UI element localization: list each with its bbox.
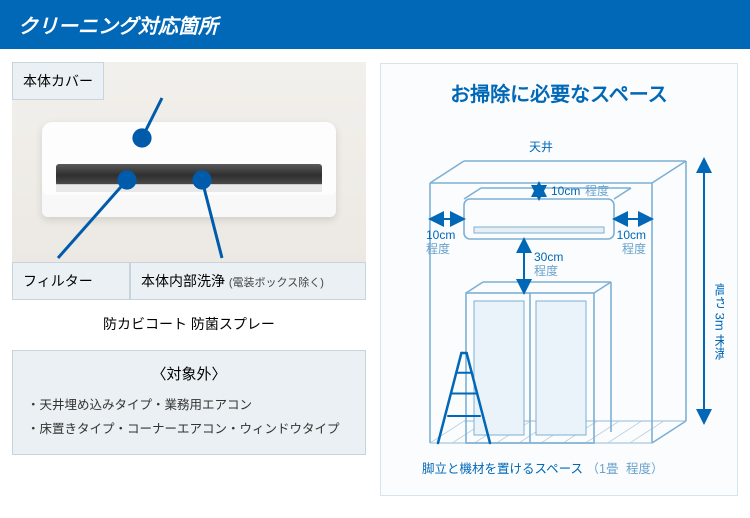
svg-text:高さ 3m 未満: 高さ 3m 未満: [713, 282, 725, 360]
ac-vent: [56, 164, 322, 186]
bottom-labels: フィルター 本体内部洗浄 (電装ボックス除く): [12, 262, 366, 300]
ac-unit: [42, 122, 336, 217]
svg-text:10cm: 10cm: [617, 228, 646, 242]
exclusion-list: ・天井埋め込みタイプ・業務用エアコン ・床置きタイプ・コーナーエアコン・ウィンド…: [27, 394, 351, 442]
svg-text:天井: 天井: [529, 140, 553, 154]
right-panel: お掃除に必要なスペース 天井10cm程度10cm程度10cm程度30cm程度高さ…: [380, 63, 738, 496]
exclusion-item: ・床置きタイプ・コーナーエアコン・ウィンドウタイプ: [27, 418, 351, 442]
svg-text:程度: 程度: [426, 241, 450, 256]
room-svg: 天井10cm程度10cm程度10cm程度30cm程度高さ 3m 未満: [394, 121, 724, 481]
header-title: クリーニング対応箇所: [18, 16, 218, 38]
svg-text:程度: 程度: [622, 241, 646, 256]
svg-text:程度: 程度: [534, 263, 558, 278]
svg-text:10cm: 10cm: [551, 184, 580, 198]
addon-text: 防カビコート 防菌スプレー: [12, 300, 366, 344]
svg-text:程度: 程度: [585, 183, 609, 198]
exclusion-item: ・天井埋め込みタイプ・業務用エアコン: [27, 394, 351, 418]
floor-note: 脚立と機材を置けるスペース （1畳 程度）: [422, 458, 663, 477]
space-diagram: 天井10cm程度10cm程度10cm程度30cm程度高さ 3m 未満 脚立と機材…: [394, 121, 724, 481]
svg-text:10cm: 10cm: [426, 228, 455, 242]
content: 本体カバー フィルター 本体内部洗浄 (電装ボックス除く) 防カビコート 防菌ス…: [0, 49, 750, 510]
section-header: クリーニング対応箇所: [0, 0, 750, 49]
cover-label: 本体カバー: [12, 62, 104, 100]
right-title: お掃除に必要なスペース: [393, 78, 725, 107]
ac-photo-area: 本体カバー: [12, 62, 366, 262]
exclusion-title: 〈対象外〉: [27, 363, 351, 384]
svg-text:30cm: 30cm: [534, 250, 563, 264]
left-panel: 本体カバー フィルター 本体内部洗浄 (電装ボックス除く) 防カビコート 防菌ス…: [12, 63, 366, 496]
internal-label: 本体内部洗浄 (電装ボックス除く): [130, 262, 366, 300]
ac-slat: [56, 184, 322, 192]
filter-label: フィルター: [12, 262, 130, 300]
exclusion-panel: 〈対象外〉 ・天井埋め込みタイプ・業務用エアコン ・床置きタイプ・コーナーエアコ…: [12, 350, 366, 455]
